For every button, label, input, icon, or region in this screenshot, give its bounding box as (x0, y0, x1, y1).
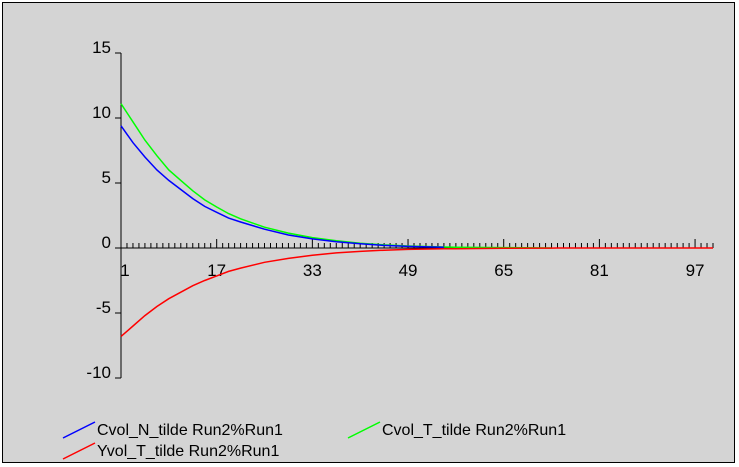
chart-frame: 15 10 5 0 -5 -10 1 17 33 49 65 81 97 Cvol_N_tilde Run… (2, 2, 735, 463)
x-tick-label: 1 (120, 261, 129, 280)
x-tick-label: 17 (207, 261, 226, 280)
legend-swatch (62, 442, 96, 460)
y-tick-label: 5 (102, 168, 111, 187)
y-tick-label: -10 (86, 363, 111, 382)
series-line-1 (120, 103, 552, 249)
series-line-0 (120, 125, 444, 249)
x-tick-label: 49 (399, 261, 418, 280)
legend-label: Cvol_T_tilde Run2%Run1 (382, 422, 566, 439)
legend-swatch (347, 421, 381, 439)
x-tick-label: 33 (303, 261, 322, 280)
x-tick-label: 81 (590, 261, 609, 280)
legend-swatch (62, 421, 96, 439)
legend-label: Cvol_N_tilde Run2%Run1 (97, 422, 283, 439)
line-chart: 15 10 5 0 -5 -10 1 17 33 49 65 81 97 Cvol_N_tilde Run… (62, 38, 714, 460)
y-tick-label: 10 (92, 103, 111, 122)
legend-label: Yvol_T_tilde Run2%Run1 (97, 443, 279, 460)
x-tick-label: 65 (494, 261, 513, 280)
series-line-2 (120, 247, 713, 337)
y-tick-label: 0 (102, 233, 111, 252)
x-tick-label: 97 (686, 261, 705, 280)
y-tick-label: -5 (96, 298, 111, 317)
y-tick-label: 15 (92, 38, 111, 57)
